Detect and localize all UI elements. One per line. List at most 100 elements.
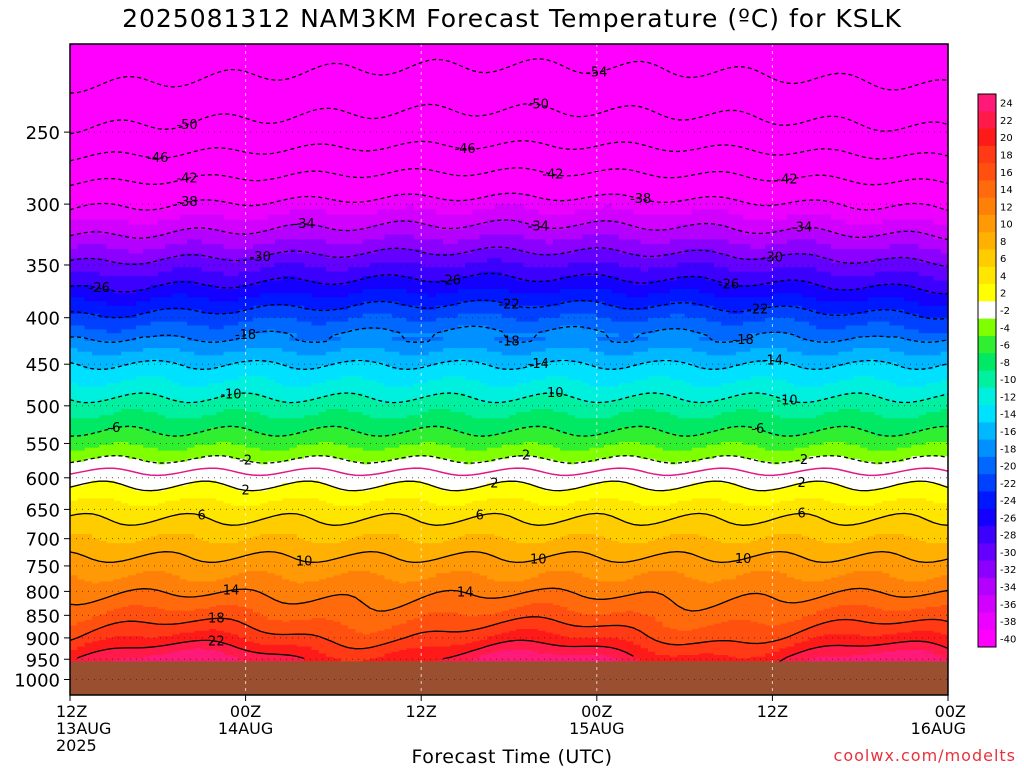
colorbar-label: -10 [1000,375,1016,386]
isotherm-label: 18 [208,611,225,626]
colorbar-swatch [978,180,996,199]
colorbar-swatch [978,439,996,458]
y-tick-label: 350 [26,256,60,277]
isotherm-label: 2 [241,483,249,498]
y-tick-label: 950 [26,650,60,671]
colorbar-frame [977,93,997,648]
x-tick-label: 12Z [757,702,788,721]
isotherm-label: 6 [198,509,206,524]
colorbar-swatch [978,526,996,544]
isotherm-label: -42 [176,171,197,186]
colorbar-label: -22 [1000,479,1016,490]
chart-title: 2025081312 NAM3KM Forecast Temperature (… [0,4,1024,33]
colorbar-swatch [978,128,996,147]
y-tick-label: 250 [26,123,60,144]
isotherm-label: -42 [542,167,563,182]
isotherm-label: -54 [586,66,607,81]
x-tick-label: 14AUG [218,719,273,738]
colorbar-label: 4 [1000,271,1006,282]
plot-frame [69,43,949,696]
y-tick-label: 650 [26,500,60,521]
isotherm-label: 6 [476,509,484,524]
isotherm-label: -2 [795,453,808,468]
isotherm-label: 2 [490,476,498,491]
colorbar-label: 14 [1000,185,1013,196]
colorbar-swatch [978,370,996,389]
isotherm-18 [69,616,949,650]
isotherm-label: -26 [89,281,110,296]
colorbar-label: -8 [1000,358,1010,369]
y-tick-label: 600 [26,469,60,490]
y-tick-label: 450 [26,355,60,376]
colorbar-swatch [978,387,996,406]
isotherm-label: -34 [294,217,315,232]
isotherm-label: -26 [440,274,461,289]
x-axis-label: Forecast Time (UTC) [0,746,1024,768]
isotherm-label: -14 [528,357,549,372]
colorbar-label: -38 [1000,617,1016,628]
isotherm--14 [69,359,949,371]
y-tick-label: 500 [26,397,60,418]
isotherm-label: 6 [798,506,806,521]
isotherm-label: -10 [542,386,563,401]
x-tick-label: 00Z [230,702,261,721]
colorbar-swatch [978,197,996,216]
colorbar-label: -18 [1000,444,1016,455]
isotherm-label: -6 [107,421,120,436]
colorbar-label: 16 [1000,168,1013,179]
isotherm-label: -38 [630,192,651,207]
colorbar-label: -28 [1000,531,1016,542]
isotherm-label: -14 [762,354,783,369]
x-tick-label: 12Z [406,702,437,721]
colorbar-swatch [978,612,996,631]
x-tick-label: 16AUG [911,719,966,738]
isotherm-14 [69,587,949,612]
isotherm-label: 10 [296,554,313,569]
isotherm--42 [69,167,949,187]
colorbar-label: -4 [1000,323,1010,334]
x-tick-label: 13AUG [56,719,111,738]
isotherm-label: -46 [454,142,475,157]
x-tick-label: 15AUG [569,719,624,738]
colorbar-label: -12 [1000,392,1016,403]
isotherm-label: -2 [239,454,252,469]
colorbar-label: -30 [1000,548,1016,559]
colorbar-swatch [978,491,996,510]
isotherm-label: -30 [762,250,783,265]
y-tick-label: 300 [26,195,60,216]
x-tick-label: 00Z [581,702,612,721]
y-tick-label: 550 [26,434,60,455]
colorbar-swatch [978,214,996,233]
colorbar-label: 20 [1000,133,1013,144]
colorbar-label: 18 [1000,150,1013,161]
isotherm-22 [77,639,949,662]
isotherm--10 [69,392,949,404]
isotherm-label: 14 [457,586,474,601]
grid-lines [70,131,948,681]
y-tick-label: 1000 [14,671,60,692]
colorbar-label: -16 [1000,427,1016,438]
colorbar-swatch [978,163,996,181]
colorbar-label: -26 [1000,513,1016,524]
colorbar-swatch [978,543,996,562]
colorbar-label: -6 [1000,341,1010,352]
isotherm-label: 14 [223,583,240,598]
isotherm-label: -10 [776,393,797,408]
y-tick-label: 750 [26,557,60,578]
isotherm-label: 22 [208,634,225,649]
isotherm-label: -22 [747,302,768,317]
isotherm-label: -22 [498,298,519,313]
colorbar-swatch [978,405,996,423]
isotherm-label: -18 [235,328,256,343]
colorbar-swatch [978,266,996,285]
isotherm-0 [69,467,949,477]
colorbar-swatch [978,577,996,596]
isotherm--26 [69,272,949,295]
isotherm--22 [69,299,949,320]
isotherm-label: 10 [530,552,547,567]
y-tick-label: 900 [26,629,60,650]
temperature-shading [70,44,949,663]
